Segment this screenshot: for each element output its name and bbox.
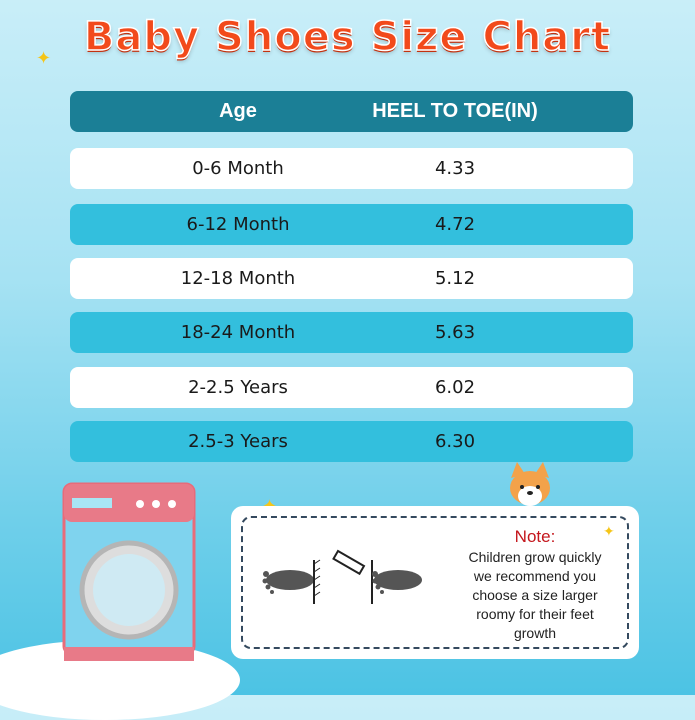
table-row: 2.5-3 Years 6.30 (70, 421, 633, 462)
header-heel-to-toe: HEEL TO TOE(IN) (372, 100, 538, 122)
age-cell: 12-18 Month (180, 268, 296, 289)
age-cell: 0-6 Month (192, 158, 284, 179)
age-cell: 2-2.5 Years (188, 377, 288, 398)
footprint-icon (262, 570, 314, 594)
size-cell: 4.72 (434, 214, 476, 235)
size-cell: 4.33 (434, 158, 476, 179)
note-title: Note: (514, 527, 556, 546)
table-row: 12-18 Month 5.12 (70, 258, 633, 299)
washing-machine-illustration (62, 482, 196, 661)
header-age: Age (219, 100, 257, 122)
age-cell: 18-24 Month (180, 322, 296, 343)
size-cell: 6.30 (434, 431, 476, 452)
note-line: we recommend you (473, 568, 597, 584)
footprint-icon (372, 570, 422, 594)
corgi-dog-icon (510, 462, 550, 506)
size-cell: 6.02 (434, 377, 476, 398)
size-cell: 5.63 (434, 322, 476, 343)
note-line: Children grow quickly (468, 549, 602, 565)
sparkle-icon: ✦ (36, 48, 52, 69)
note-line: roomy for their feet (476, 606, 594, 622)
sparkle-icon: ✦ (603, 524, 615, 540)
note-text: Children grow quickly we recommend you c… (440, 548, 630, 643)
table-row: 18-24 Month 5.63 (70, 312, 633, 353)
foot-measurement-illustration (262, 549, 422, 604)
table-row: 0-6 Month 4.33 (70, 148, 633, 189)
table-header: Age HEEL TO TOE(IN) (70, 91, 633, 132)
table-row: 6-12 Month 4.72 (70, 204, 633, 245)
table-row: 2-2.5 Years 6.02 (70, 367, 633, 408)
age-cell: 6-12 Month (186, 214, 290, 235)
pencil-icon (332, 549, 366, 576)
page-title: Baby Shoes Size Chart (83, 13, 612, 61)
size-cell: 5.12 (434, 268, 476, 289)
note-line: growth (513, 625, 557, 641)
note-line: choose a size larger (472, 587, 598, 603)
age-cell: 2.5-3 Years (188, 431, 288, 452)
